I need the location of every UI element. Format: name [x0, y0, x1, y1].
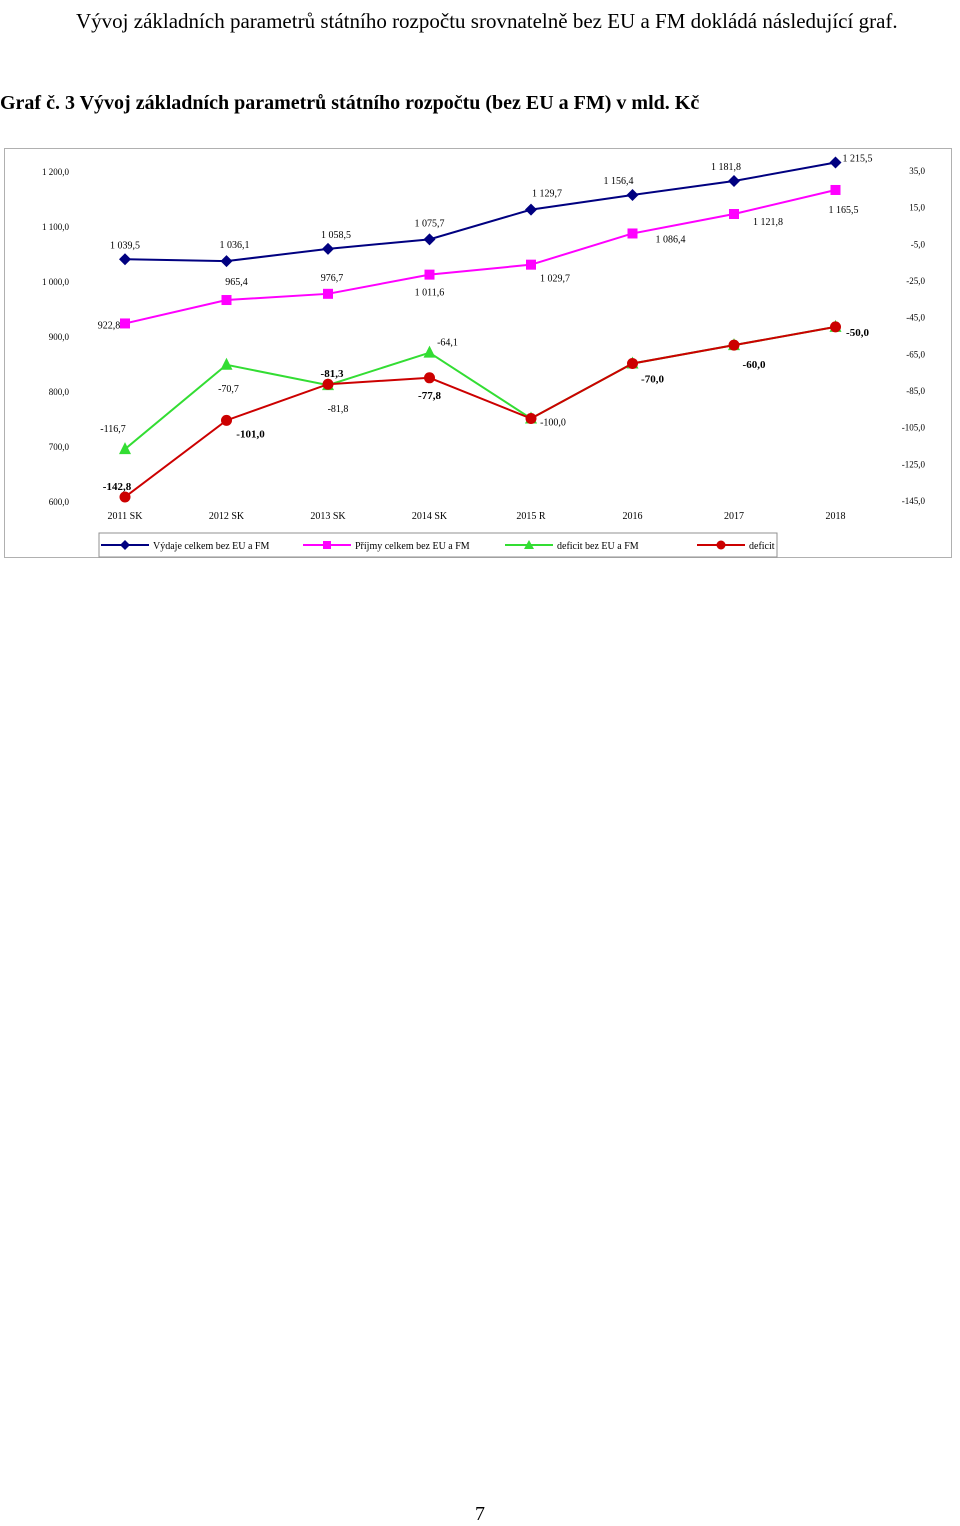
data-point-circle: [322, 378, 334, 390]
data-label: -81,8: [328, 404, 349, 415]
y-right-tick-label: 15,0: [909, 203, 925, 213]
data-point-circle: [830, 321, 841, 333]
data-point-square: [323, 288, 333, 299]
legend-label: deficit bez EU a FM: [557, 541, 639, 552]
x-tick-label: 2015 R: [516, 511, 546, 522]
data-point-diamond: [220, 255, 233, 268]
data-label: -60,0: [743, 359, 766, 371]
data-label: 1 121,8: [753, 217, 783, 228]
data-point-square: [729, 209, 739, 220]
legend-label: deficit: [749, 541, 775, 552]
data-label: 976,7: [321, 273, 344, 284]
data-point-circle: [119, 491, 131, 503]
data-label: 1 058,5: [321, 230, 351, 241]
data-label: 1 129,7: [532, 189, 562, 200]
data-label: 1 165,5: [829, 205, 859, 216]
data-label: 1 181,8: [711, 162, 741, 173]
intro-paragraph: Vývoj základních parametrů státního rozp…: [76, 9, 898, 33]
x-tick-label: 2018: [826, 511, 846, 522]
data-point-square: [627, 228, 638, 239]
data-point-diamond: [322, 242, 334, 255]
legend-box: [98, 532, 778, 558]
y-right-tick-label: -105,0: [902, 423, 926, 433]
data-label: 1 036,1: [220, 240, 250, 251]
data-label: -81,3: [321, 368, 344, 380]
legend-label: Výdaje celkem bez EU a FM: [153, 541, 269, 552]
x-tick-label: 2016: [623, 511, 643, 522]
page-number: 7: [475, 1503, 485, 1525]
data-label: 1 029,7: [540, 274, 570, 285]
x-tick-label: 2012 SK: [209, 511, 245, 522]
data-point-diamond: [728, 175, 740, 188]
data-point-diamond: [525, 203, 537, 216]
x-tick-label: 2014 SK: [412, 511, 448, 522]
data-point-circle: [728, 339, 740, 351]
chart-container: 600,0 700,0 800,0 900,0 1 000,0 1 100,0 1 200,…: [4, 148, 952, 558]
data-label: -100,0: [540, 418, 566, 429]
data-label: 1 215,5: [843, 153, 873, 164]
chart-caption: Graf č. 3 Vývoj základních parametrů stá…: [0, 92, 700, 114]
data-label: -50,0: [846, 327, 869, 339]
data-label: 1 039,5: [110, 240, 140, 251]
data-label: -70,0: [641, 374, 664, 386]
legend-marker-diamond: [120, 540, 130, 550]
data-point-circle: [525, 413, 537, 424]
data-point-square: [221, 295, 232, 306]
data-point-circle: [221, 414, 232, 426]
data-label: -77,8: [418, 390, 441, 402]
data-point-triangle: [220, 357, 233, 370]
data-point-circle: [424, 372, 435, 384]
y-right-tick-label: -145,0: [902, 496, 926, 506]
data-label: -70,7: [218, 384, 239, 395]
legend-marker-triangle: [524, 540, 534, 549]
data-point-square: [830, 184, 841, 195]
data-label: 965,4: [225, 277, 248, 288]
series-line: [124, 189, 836, 325]
y-left-tick-label: 900,0: [49, 332, 70, 342]
data-point-circle: [627, 358, 638, 369]
y-right-tick-label: -85,0: [906, 386, 925, 396]
data-point-diamond: [626, 188, 639, 201]
legend-marker-square: [323, 541, 331, 549]
data-point-diamond: [829, 156, 842, 169]
data-point-square: [120, 318, 130, 329]
y-left-tick-label: 1 200,0: [42, 167, 70, 177]
x-tick-label: 2013 SK: [310, 511, 346, 522]
data-point-triangle: [119, 442, 131, 455]
data-point-diamond: [423, 233, 436, 246]
y-left-tick-label: 1 000,0: [42, 277, 70, 287]
series-line: [124, 161, 836, 263]
y-left-tick-label: 1 100,0: [42, 222, 70, 232]
data-label: 1 086,4: [656, 234, 686, 245]
y-left-tick-label: 800,0: [49, 387, 70, 397]
y-right-tick-label: -65,0: [906, 349, 925, 359]
data-label: -64,1: [437, 338, 458, 349]
x-tick-label: 2017: [724, 511, 744, 522]
series-line: [124, 325, 836, 498]
legend-marker-circle: [716, 540, 726, 550]
data-label: -116,7: [100, 424, 125, 435]
line-chart: 600,0 700,0 800,0 900,0 1 000,0 1 100,0 1 200,…: [42, 153, 926, 558]
y-right-tick-label: -5,0: [911, 239, 926, 249]
data-point-square: [526, 259, 536, 270]
data-label: 922,8: [98, 320, 121, 331]
data-label: 1 156,4: [604, 176, 634, 187]
data-label: -101,0: [236, 428, 265, 440]
y-right-tick-label: 35,0: [909, 166, 925, 176]
data-label: -142,8: [103, 481, 132, 493]
y-right-tick-label: -45,0: [906, 313, 925, 323]
legend-label: Příjmy celkem bez EU a FM: [355, 541, 470, 552]
data-label: 1 075,7: [415, 218, 445, 229]
y-left-tick-label: 600,0: [49, 497, 70, 507]
data-label: 1 011,6: [415, 288, 445, 299]
y-left-tick-label: 700,0: [49, 442, 70, 452]
data-point-triangle: [423, 345, 436, 358]
data-point-square: [424, 269, 435, 280]
x-tick-label: 2011 SK: [108, 511, 144, 522]
data-point-diamond: [119, 253, 131, 266]
y-right-tick-label: -125,0: [902, 459, 926, 469]
y-right-tick-label: -25,0: [906, 276, 925, 286]
